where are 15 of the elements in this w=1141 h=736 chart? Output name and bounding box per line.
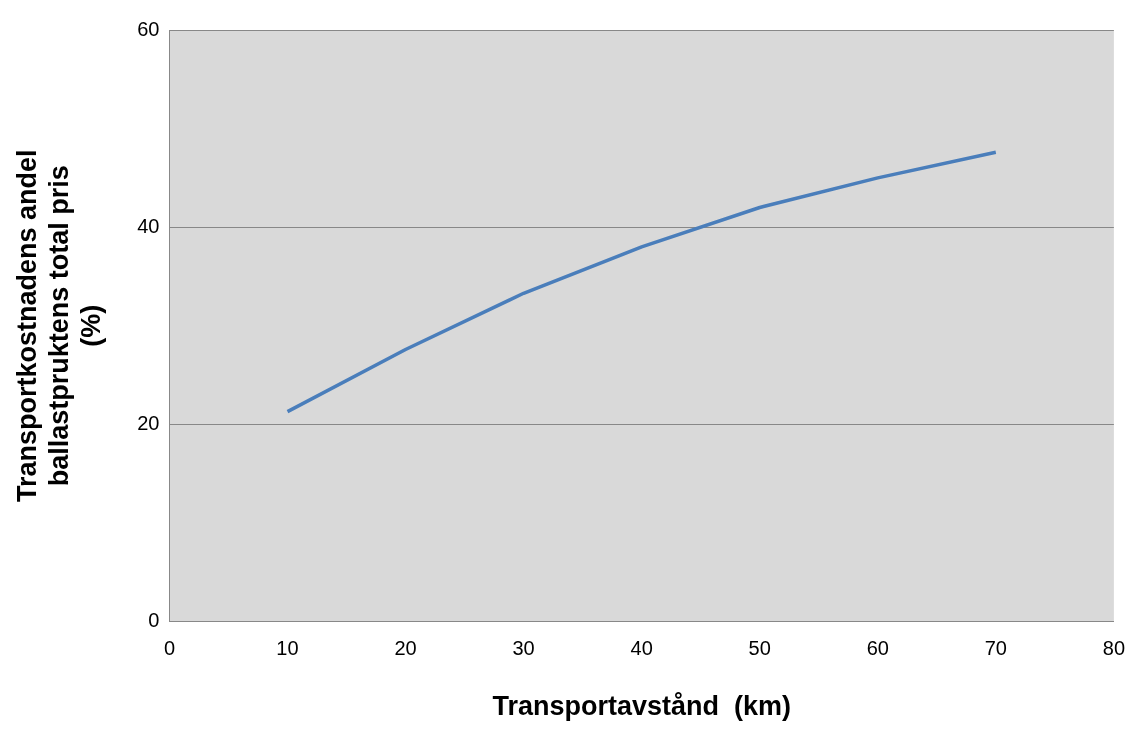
x-axis-title: Transportavstånd (km) <box>492 691 791 722</box>
x-tick-label: 50 <box>748 637 771 660</box>
x-tick-label: 70 <box>984 637 1007 660</box>
y-axis-title: Transportkostnadens andel ballastpruktens total pris (%) <box>11 149 107 503</box>
x-tick-label: 40 <box>630 637 653 660</box>
x-tick-label: 80 <box>1102 637 1125 660</box>
x-tick-label: 20 <box>394 637 417 660</box>
x-tick-label: 30 <box>512 637 535 660</box>
y-tick-label: 0 <box>148 609 160 632</box>
y-tick-label: 60 <box>137 17 160 40</box>
x-tick-label: 10 <box>276 637 299 660</box>
y-tick-label: 20 <box>137 411 160 434</box>
y-tick-label: 40 <box>137 214 160 237</box>
x-tick-label: 60 <box>866 637 889 660</box>
x-tick-label: 0 <box>163 637 176 660</box>
